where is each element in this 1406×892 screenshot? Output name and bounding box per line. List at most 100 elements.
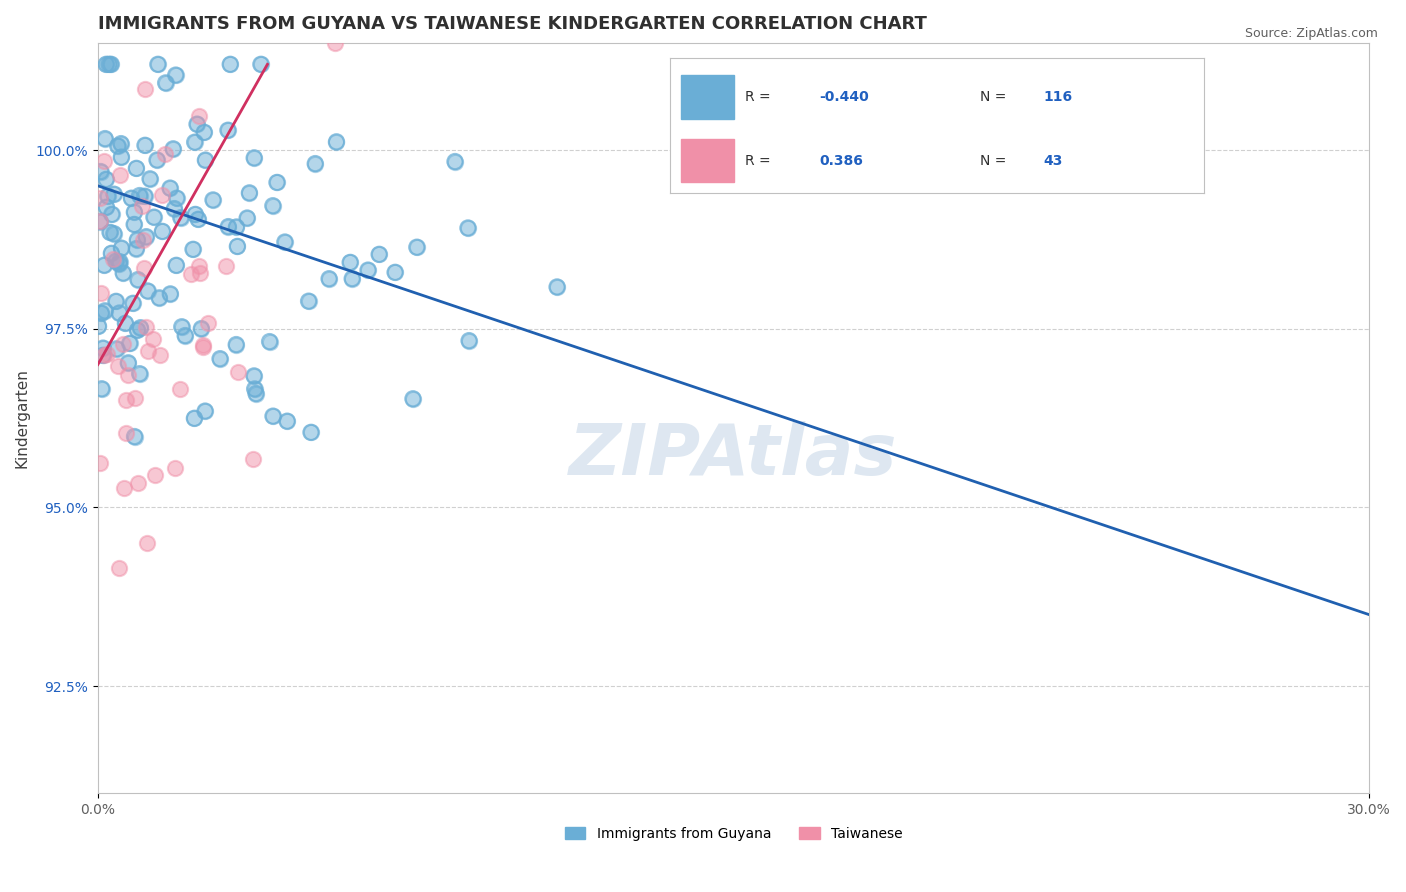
Point: [187, 212, 209, 227]
Point: [127, 233, 149, 247]
Point: [103, 227, 125, 241]
Point: [245, 386, 267, 401]
Point: [128, 188, 150, 202]
Point: [183, 135, 205, 149]
Point: [165, 68, 187, 82]
Point: [297, 294, 319, 309]
Point: [110, 150, 132, 164]
Point: [120, 191, 142, 205]
Point: [276, 414, 298, 428]
Point: [405, 240, 427, 254]
Point: [94, 172, 117, 186]
Point: [187, 260, 209, 274]
Point: [170, 319, 193, 334]
Point: [103, 252, 125, 267]
Legend: Immigrants from Guyana, Taiwanese: Immigrants from Guyana, Taiwanese: [560, 822, 908, 847]
Point: [142, 332, 165, 346]
Point: [124, 391, 146, 405]
Point: [139, 171, 162, 186]
Point: [135, 319, 157, 334]
Point: [128, 367, 150, 381]
Point: [276, 414, 298, 428]
Point: [112, 482, 135, 496]
Point: [219, 57, 242, 71]
Point: [181, 243, 204, 257]
Point: [159, 181, 181, 195]
Point: [135, 229, 157, 244]
Point: [174, 328, 197, 343]
Point: [458, 334, 481, 348]
Point: [132, 233, 155, 247]
Point: [104, 294, 127, 309]
Point: [181, 243, 204, 257]
Point: [124, 205, 146, 219]
Point: [197, 316, 219, 330]
Point: [217, 219, 239, 234]
Point: [89, 214, 111, 228]
Point: [457, 221, 479, 235]
Point: [243, 382, 266, 396]
Point: [134, 189, 156, 203]
Y-axis label: Kindergarten: Kindergarten: [15, 368, 30, 468]
Point: [91, 341, 114, 355]
Point: [136, 284, 159, 298]
Point: [159, 181, 181, 195]
Point: [194, 404, 217, 418]
Point: [368, 247, 391, 261]
Point: [103, 227, 125, 241]
Point: [226, 365, 249, 379]
Point: [243, 382, 266, 396]
Point: [340, 271, 363, 285]
Point: [148, 291, 170, 305]
Point: [90, 306, 112, 320]
Point: [96, 200, 118, 214]
Point: [146, 153, 169, 167]
Point: [118, 336, 141, 351]
Point: [112, 266, 135, 280]
Point: [107, 139, 129, 153]
Point: [139, 171, 162, 186]
Point: [112, 266, 135, 280]
Point: [193, 125, 215, 139]
Point: [127, 272, 149, 286]
Point: [121, 296, 143, 310]
Point: [546, 280, 568, 294]
Point: [125, 161, 148, 176]
Point: [118, 336, 141, 351]
Point: [89, 456, 111, 470]
Point: [243, 151, 266, 165]
Point: [100, 246, 122, 260]
Point: [259, 334, 281, 349]
Point: [444, 154, 467, 169]
Point: [243, 368, 266, 383]
Point: [127, 233, 149, 247]
Point: [225, 337, 247, 351]
Point: [149, 348, 172, 362]
Point: [129, 320, 152, 334]
Point: [180, 267, 202, 281]
Point: [217, 123, 239, 137]
Point: [174, 328, 197, 343]
Point: [165, 258, 187, 272]
Point: [104, 294, 127, 309]
Point: [226, 239, 249, 253]
Point: [225, 219, 247, 234]
Point: [339, 255, 361, 269]
Point: [108, 168, 131, 182]
Point: [132, 260, 155, 275]
Point: [243, 151, 266, 165]
Point: [97, 57, 120, 71]
Point: [153, 146, 176, 161]
Point: [100, 57, 122, 71]
Text: Source: ZipAtlas.com: Source: ZipAtlas.com: [1244, 27, 1378, 40]
Point: [304, 156, 326, 170]
Point: [89, 214, 111, 228]
Point: [208, 351, 231, 366]
Point: [243, 368, 266, 383]
Point: [250, 57, 273, 71]
Point: [165, 258, 187, 272]
Point: [115, 392, 138, 407]
Point: [146, 57, 169, 71]
Point: [90, 382, 112, 396]
Point: [122, 218, 145, 232]
